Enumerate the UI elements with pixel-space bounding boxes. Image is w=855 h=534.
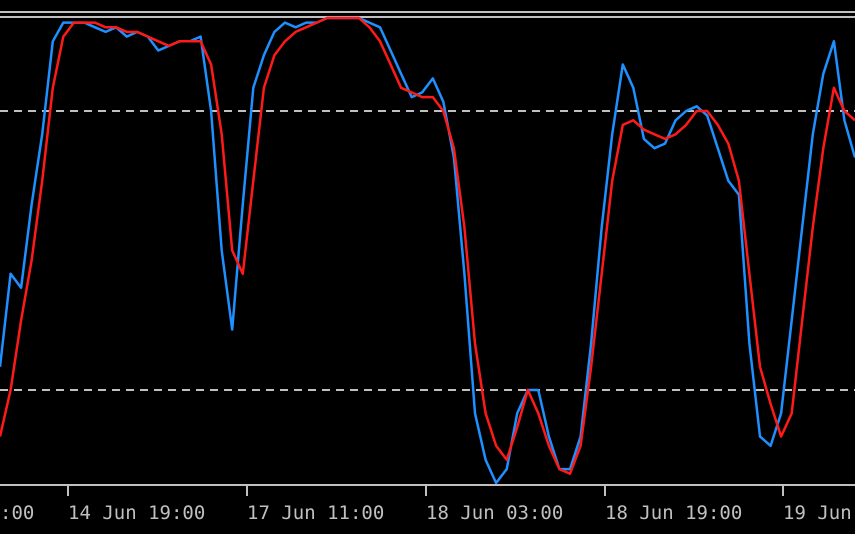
level-lines: [0, 110, 855, 391]
x-tick-label: 17 Jun 11:00: [247, 502, 384, 524]
series-layer: [0, 16, 855, 485]
x-axis-ticks: :00 14 Jun 19:00 17 Jun 11:00 18 Jun 03:00 1…: [0, 485, 852, 524]
x-tick-label: 18 Jun 19:00: [605, 502, 742, 524]
x-tick-label: 18 Jun 03:00: [426, 502, 563, 524]
x-tick-label: 19 Jun: [783, 502, 852, 524]
signal-line: [0, 16, 855, 475]
x-tick-label: 14 Jun 19:00: [68, 502, 205, 524]
x-tick-label: :00: [0, 502, 34, 524]
